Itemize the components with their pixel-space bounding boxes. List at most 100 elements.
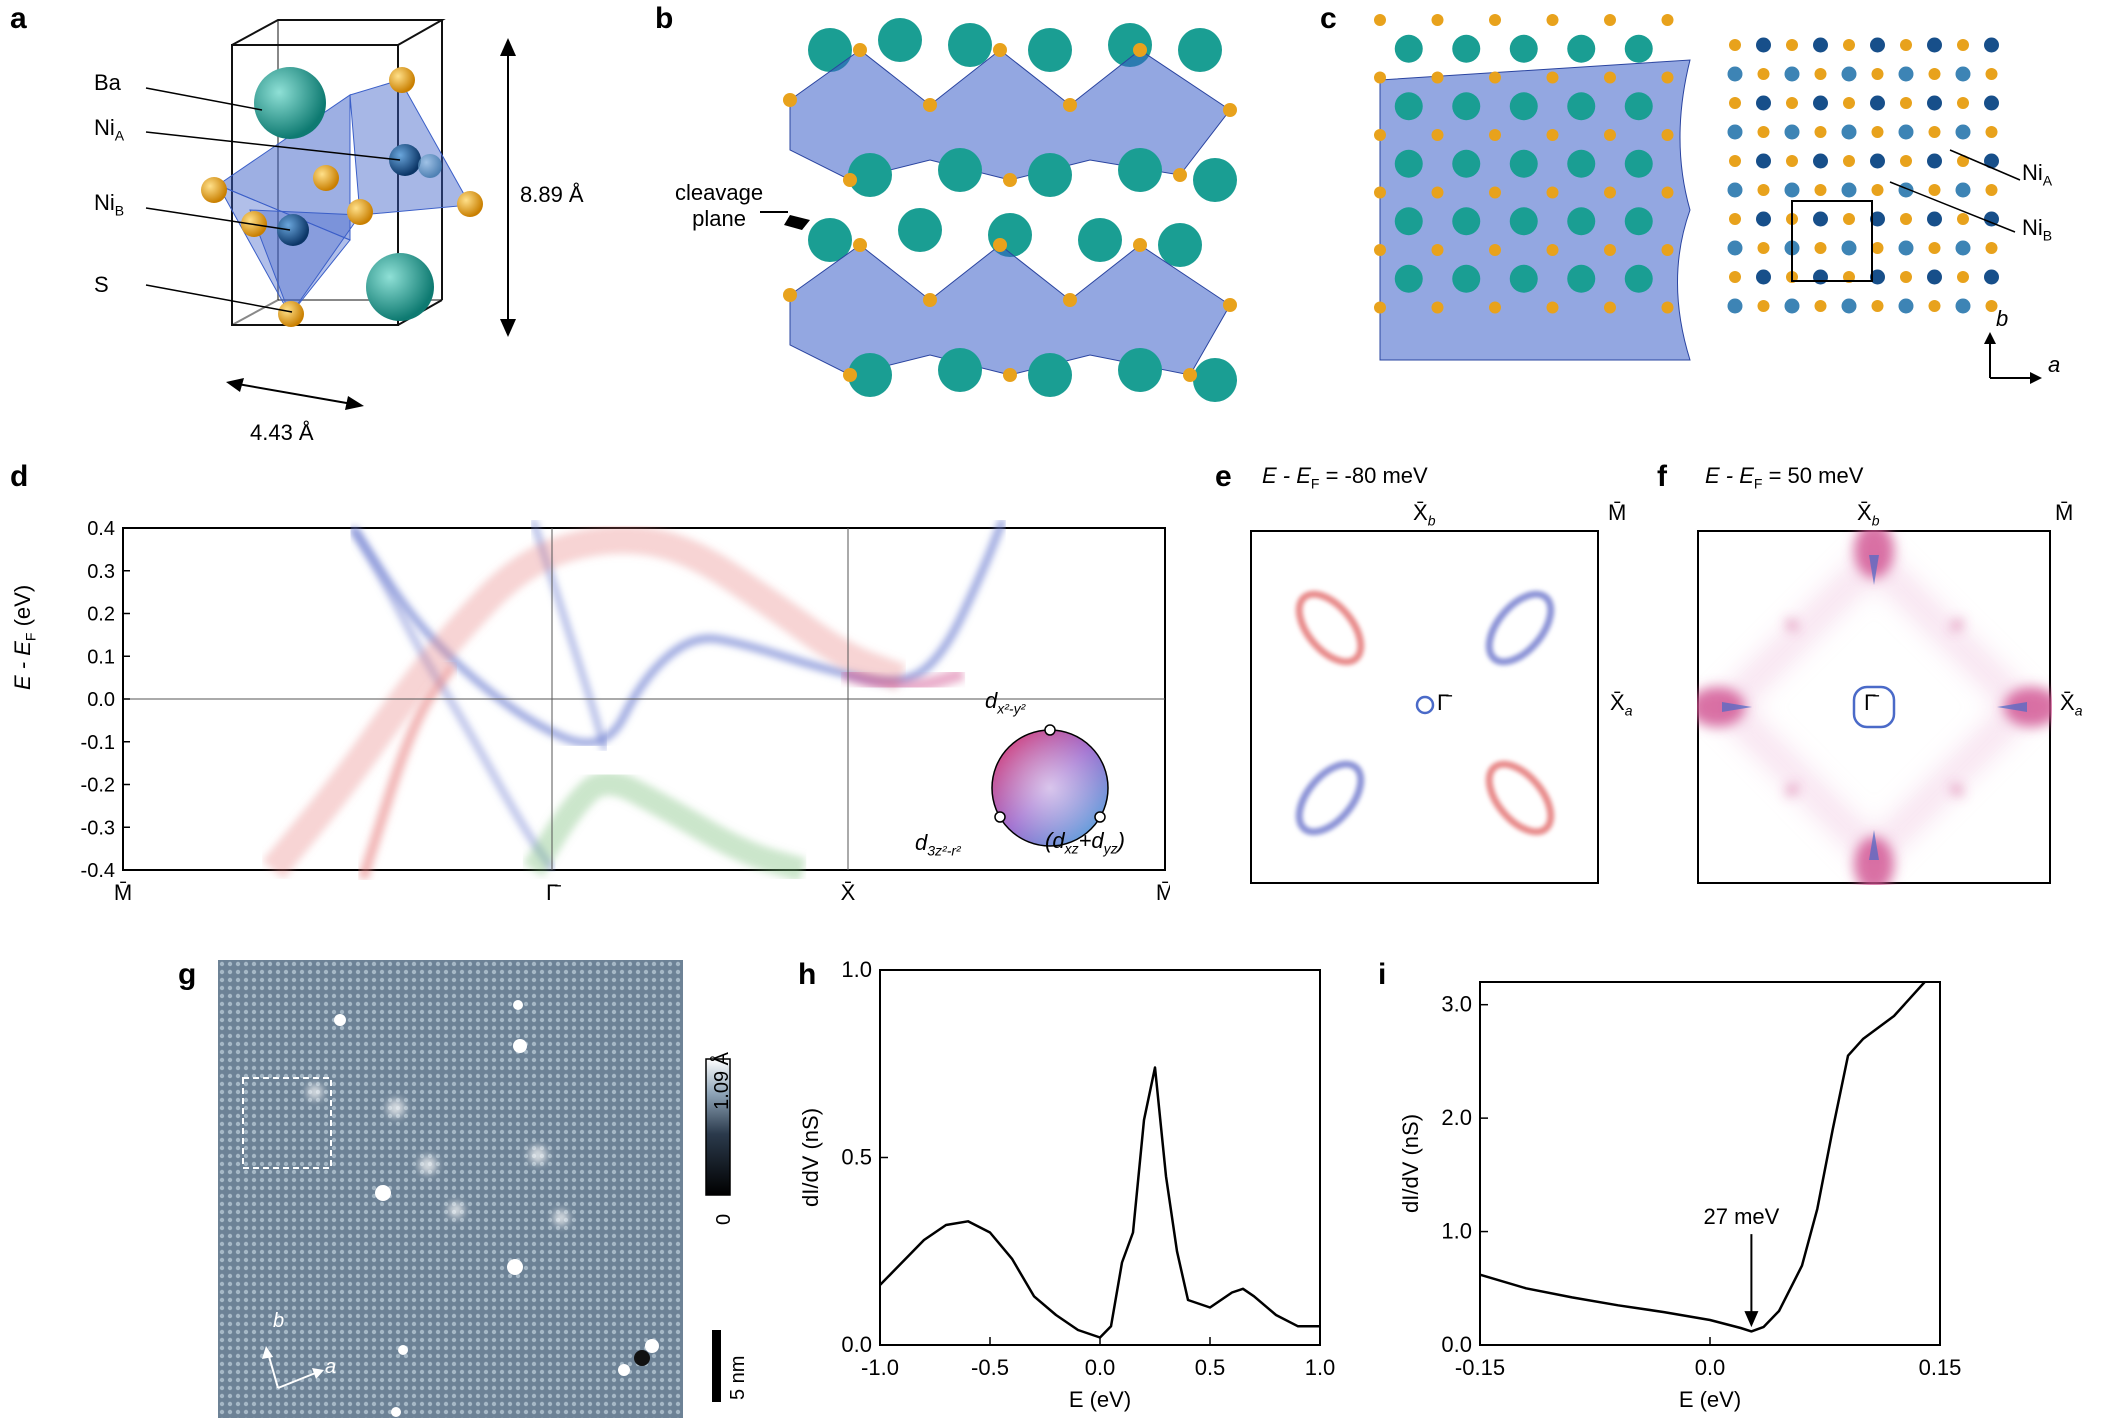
ba-atom: [1452, 92, 1481, 121]
orbital-color-wheel: [991, 724, 1109, 847]
f-m-label: M̄: [2055, 500, 2074, 525]
ba-atom: [1394, 92, 1423, 121]
orbital-right-label: (dxz+dyz): [1045, 828, 1125, 857]
s-atom: [1786, 155, 1798, 167]
nia-atom: [1756, 37, 1771, 53]
s-atom: [1900, 39, 1912, 51]
x-tick-label: 0.15: [1919, 1355, 1962, 1380]
nia-atom: [1984, 153, 1999, 169]
nia-atom: [1984, 37, 1999, 53]
stm-topograph: [218, 960, 683, 1418]
s-atom: [1604, 71, 1616, 84]
plot-frame: [879, 969, 1321, 1346]
x-tick-label: X̄: [841, 880, 856, 905]
s-atom: [1957, 155, 1969, 167]
nib-atom: [1727, 66, 1743, 82]
panel-e-letter: e: [1215, 460, 1232, 493]
s-atom: [1814, 300, 1827, 312]
y-tick-label: 0.4: [87, 520, 115, 540]
s-atom: [1729, 271, 1741, 283]
band-line: [273, 540, 901, 870]
ba-atom: [1624, 92, 1653, 121]
s-atom: [1546, 186, 1559, 199]
g-axis-a: a: [325, 1356, 337, 1378]
ba-atom: [1567, 264, 1596, 293]
s-atom: [1374, 71, 1386, 84]
s-atom: [1871, 300, 1884, 312]
y-tick-label: 2.0: [1441, 1105, 1472, 1130]
ba-atom: [1394, 264, 1423, 293]
dim-width: 4.43 Å: [250, 420, 314, 445]
panel-c-lattice: [1374, 14, 2042, 384]
annotation-27mev: 27 meV: [1703, 1204, 1779, 1229]
y-tick-label: -0.4: [81, 860, 115, 882]
s-atom: [1661, 129, 1674, 141]
colorbar-max: 1.09 Å: [711, 1052, 733, 1110]
fermi-surface-e: [1250, 530, 1599, 884]
s-atom: [1374, 244, 1386, 256]
x-tick-label: Γ̄: [546, 880, 561, 905]
nia-atom: [1984, 211, 1999, 227]
ba-atom: [1509, 207, 1538, 236]
s-atom: [1957, 271, 1969, 283]
x-axis-label: E (eV): [1679, 1387, 1741, 1412]
nia-atom: [1756, 95, 1771, 111]
ba-atom: [1394, 34, 1423, 63]
x-tick-label: -0.5: [971, 1355, 1009, 1380]
s-atom: [1957, 213, 1969, 225]
s-atom: [1604, 129, 1616, 141]
s-atom: [1661, 71, 1674, 84]
s-atom: [1757, 300, 1770, 312]
nib-atom: [1784, 298, 1800, 314]
s-atom: [1546, 244, 1559, 256]
s-atom: [1985, 184, 1998, 196]
s-atom: [1546, 301, 1559, 314]
nib-atom: [1898, 66, 1914, 82]
e-gamma-label: Γ̄: [1437, 690, 1450, 715]
orbital-top-label: dx²-y²: [985, 688, 1026, 717]
ba-atom: [1509, 34, 1538, 63]
s-atom: [1374, 186, 1386, 199]
nia-atom: [1813, 95, 1828, 111]
nia-atom: [1813, 153, 1828, 169]
s-atom: [1729, 155, 1741, 167]
panel-b-structure: [760, 18, 1237, 402]
g-axis-b: b: [273, 1310, 285, 1332]
band-line: [363, 665, 453, 879]
panel-a-letter: a: [10, 2, 27, 35]
s-atom: [1757, 242, 1770, 254]
nia-atom: [1870, 95, 1885, 111]
nia-atom: [1927, 153, 1942, 169]
s-atom: [1604, 244, 1616, 256]
s-atom: [1900, 155, 1912, 167]
s-atom: [1928, 68, 1941, 80]
panel-b-letter: b: [655, 2, 674, 35]
x-tick-label: -0.15: [1455, 1355, 1505, 1380]
ba-atom: [1624, 207, 1653, 236]
y-tick-label: 0.3: [87, 561, 115, 583]
ba-atom: [1394, 207, 1423, 236]
nia-atom: [1756, 153, 1771, 169]
s-atom: [1843, 155, 1855, 167]
s-atom: [1374, 129, 1386, 141]
s-atom: [1489, 14, 1501, 26]
s-atom: [1786, 97, 1798, 109]
y-axis-label: dI/dV (nS): [800, 1108, 823, 1207]
ba-atom: [1624, 149, 1653, 178]
band-structure-plot: 0.40.30.20.10.0-0.1-0.2-0.3-0.4M̄ Γ̄ X̄ M̄: [81, 520, 1170, 905]
nia-atom: [1756, 211, 1771, 227]
nia-atom: [1870, 153, 1885, 169]
s-atom: [1604, 14, 1616, 26]
s-atom: [1985, 68, 1998, 80]
s-atom: [1604, 186, 1616, 199]
nib-atom: [1841, 66, 1857, 82]
band-line: [533, 520, 605, 750]
x-tick-label: 0.0: [1085, 1355, 1116, 1380]
s-atom: [1431, 301, 1444, 314]
label-ba: Ba: [94, 70, 121, 95]
colorbar-min: 0: [713, 1213, 735, 1225]
panel-g-letter: g: [178, 958, 197, 991]
panel-h-letter: h: [798, 958, 817, 991]
panel-d-letter: d: [10, 460, 29, 493]
fermi-surface-f: [1697, 530, 2052, 885]
